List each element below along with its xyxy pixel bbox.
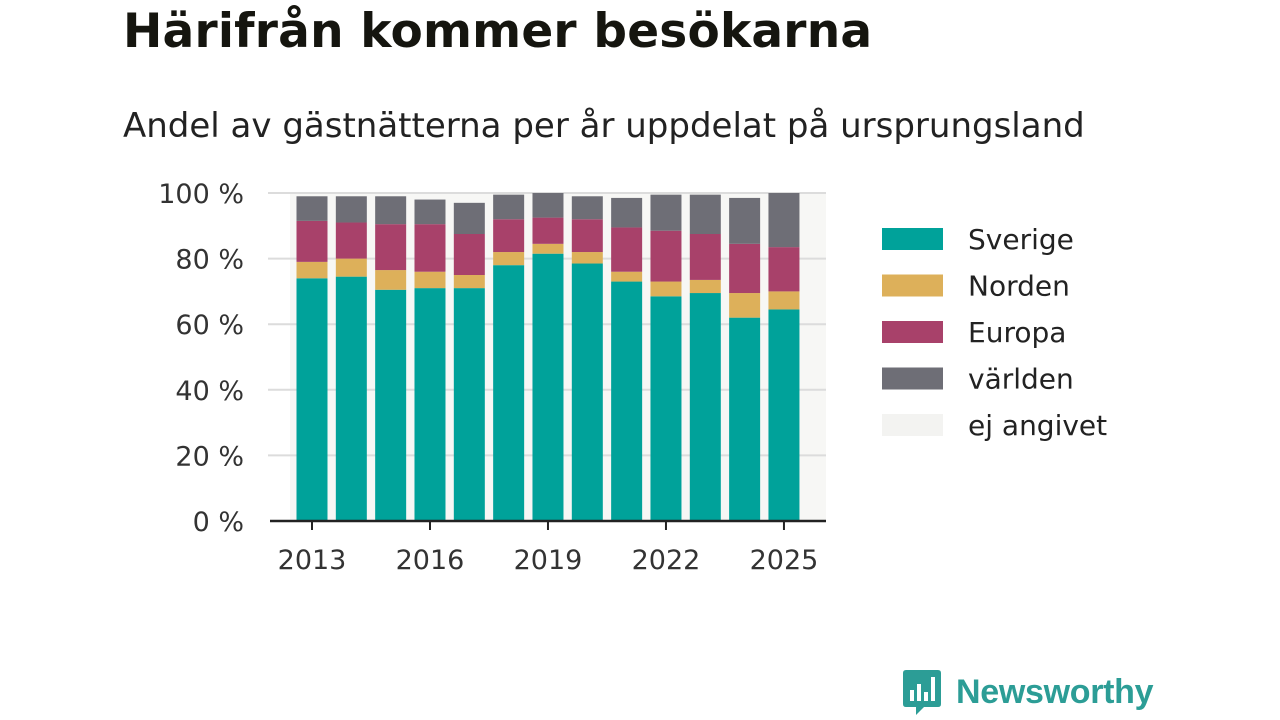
bar-segment-sverige-2015 <box>375 289 407 521</box>
bar-segment-sverige-2014 <box>335 276 367 521</box>
x-tick-label: 2022 <box>632 545 701 576</box>
bar-segment-världen-2019 <box>532 193 564 218</box>
bar-segment-europa-2018 <box>493 219 525 253</box>
bar-segment-sverige-2024 <box>729 317 761 521</box>
bar-segment-sverige-2016 <box>414 288 446 521</box>
legend-label: världen <box>968 363 1074 396</box>
bar-segment-världen-2018 <box>493 194 525 220</box>
bar-segment-norden-2014 <box>335 258 367 277</box>
bar-segment-sverige-2022 <box>650 296 682 521</box>
bar-segment-världen-2014 <box>335 196 367 223</box>
bar-segment-europa-2016 <box>414 224 446 272</box>
x-tick-label: 2019 <box>514 545 583 576</box>
legend-swatch <box>882 321 943 343</box>
bar-segment-europa-2017 <box>453 234 485 275</box>
x-tick-label: 2016 <box>396 545 465 576</box>
bar-segment-norden-2021 <box>611 271 643 282</box>
newsworthy-logo: Newsworthy <box>902 668 1154 716</box>
legend-swatch <box>882 414 943 436</box>
bar-segment-norden-2016 <box>414 271 446 289</box>
bar-segment-sverige-2020 <box>571 263 603 521</box>
newsworthy-logo-icon <box>903 670 941 715</box>
bar-segment-sverige-2017 <box>453 288 485 521</box>
bar-segment-världen-2025 <box>768 193 800 248</box>
legend-swatch <box>882 367 943 390</box>
bar-segment-världen-2023 <box>689 194 721 234</box>
axes: 0 % 20 % 40 % 60 % 80 % 100 % 2013 2016 2019 2022… <box>158 179 826 576</box>
bar-segment-europa-2019 <box>532 217 564 244</box>
y-tick-label: 0 % <box>193 507 244 538</box>
y-tick-label: 40 % <box>175 376 244 407</box>
bar-segment-europa-2022 <box>650 230 682 282</box>
y-tick-label: 60 % <box>175 310 244 341</box>
bar-segment-sverige-2023 <box>689 293 721 521</box>
legend-label: Norden <box>968 270 1070 303</box>
bar-segment-sverige-2019 <box>532 253 564 521</box>
legend-label: Europa <box>968 316 1066 349</box>
bar-segment-norden-2015 <box>375 270 407 290</box>
bar-segment-världen-2022 <box>650 194 682 231</box>
bar-segment-världen-2013 <box>296 196 328 221</box>
y-tick-label: 20 % <box>175 441 244 472</box>
bar-segment-europa-2024 <box>729 243 761 294</box>
chart-title: Härifrån kommer besökarna <box>123 4 873 59</box>
bar-segment-europa-2013 <box>296 220 328 262</box>
bar-segment-europa-2025 <box>768 247 800 292</box>
legend-label: Sverige <box>968 223 1074 256</box>
bar-segment-norden-2013 <box>296 261 328 279</box>
bar-segment-norden-2019 <box>532 243 564 254</box>
bar-segment-norden-2017 <box>453 275 485 289</box>
bar-segment-norden-2025 <box>768 291 800 310</box>
legend-swatch <box>882 228 943 250</box>
legend-label: ej angivet <box>968 409 1107 442</box>
y-tick-label: 100 % <box>158 179 244 210</box>
bar-segment-världen-2021 <box>611 197 643 228</box>
bar-area <box>296 193 800 521</box>
brand-name: Newsworthy <box>956 672 1154 711</box>
bar-segment-norden-2024 <box>729 293 761 318</box>
bar-segment-europa-2015 <box>375 224 407 271</box>
x-tick-label: 2025 <box>750 545 819 576</box>
legend: Sverige Norden Europa världen ej angivet <box>882 223 1107 442</box>
x-tick-label: 2013 <box>278 545 347 576</box>
legend-swatch <box>882 274 943 297</box>
bar-segment-norden-2023 <box>689 279 721 294</box>
bar-segment-världen-2017 <box>453 202 485 234</box>
bar-segment-världen-2015 <box>375 196 407 225</box>
bar-segment-norden-2020 <box>571 252 603 264</box>
bar-segment-världen-2024 <box>729 197 761 244</box>
bar-segment-sverige-2021 <box>611 281 643 521</box>
bar-segment-världen-2016 <box>414 199 446 225</box>
bar-segment-sverige-2025 <box>768 309 800 521</box>
bar-segment-norden-2022 <box>650 281 682 297</box>
bar-segment-europa-2014 <box>335 222 367 259</box>
y-tick-label: 80 % <box>175 245 244 276</box>
bar-segment-europa-2023 <box>689 234 721 280</box>
bar-segment-europa-2020 <box>571 219 603 253</box>
bar-segment-sverige-2013 <box>296 278 328 521</box>
chart-subtitle: Andel av gästnätterna per år uppdelat på… <box>123 106 1085 146</box>
bar-segment-sverige-2018 <box>493 265 525 521</box>
bar-segment-europa-2021 <box>611 227 643 272</box>
bar-segment-norden-2018 <box>493 252 525 266</box>
bar-segment-världen-2020 <box>571 196 603 220</box>
